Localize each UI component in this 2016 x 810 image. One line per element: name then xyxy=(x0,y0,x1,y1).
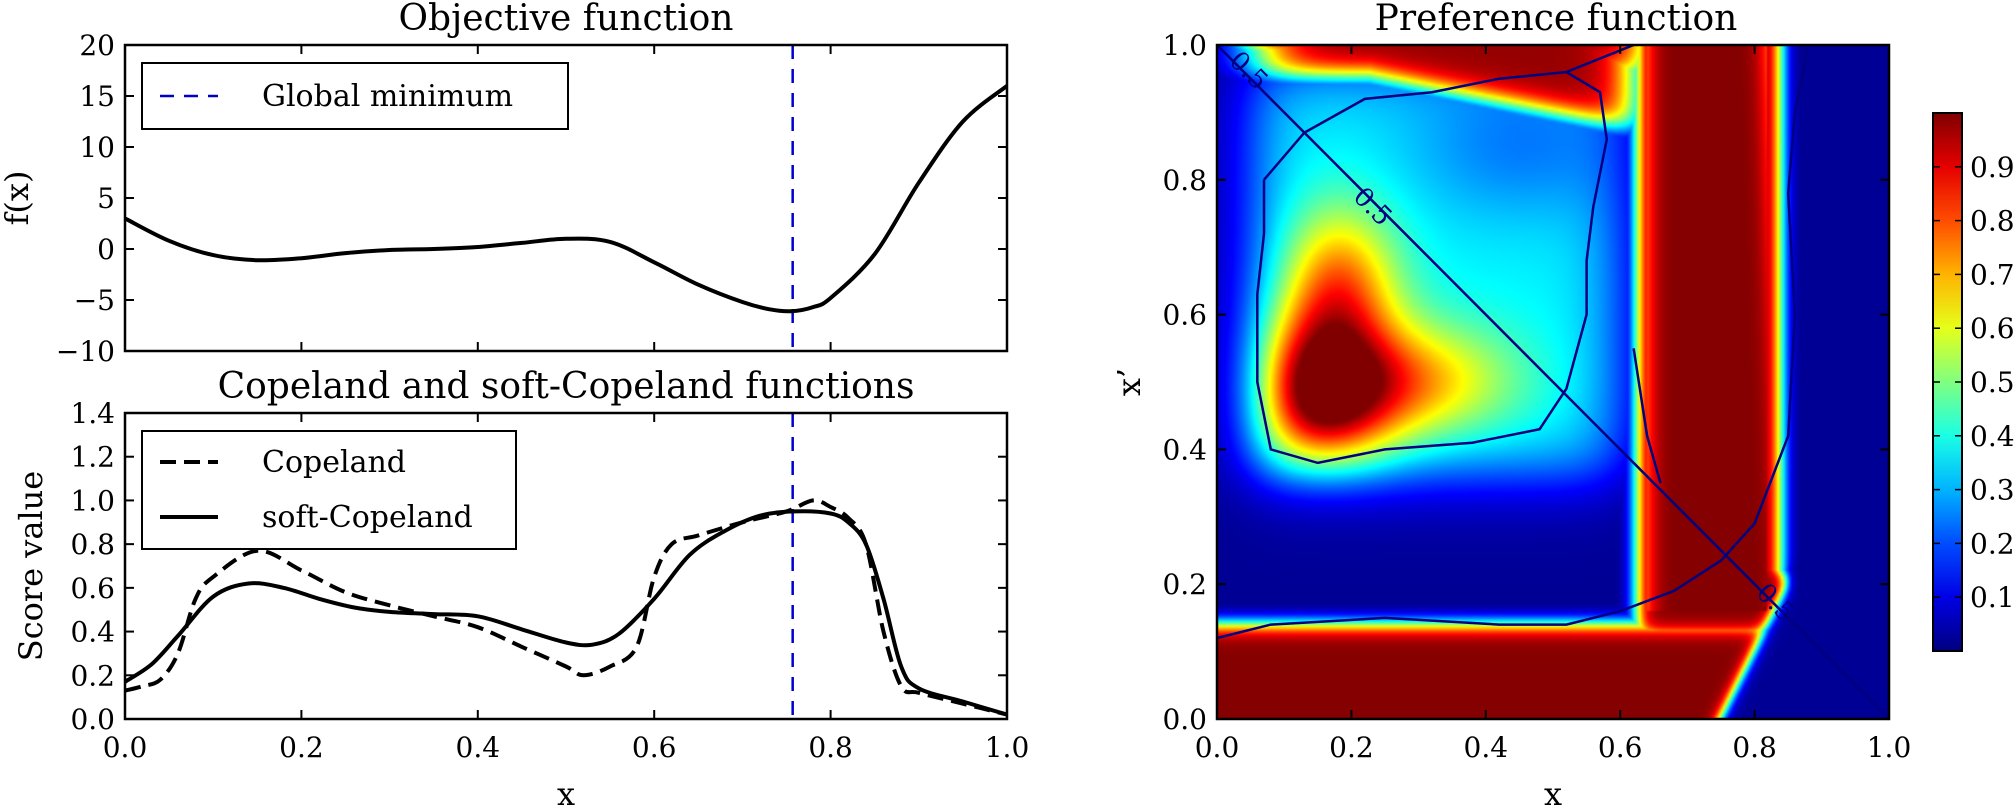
copeland-ylabel: Score value xyxy=(12,471,50,661)
preference-xtick-label: 0.0 xyxy=(1195,731,1240,764)
copeland-ytick-label: 0.8 xyxy=(70,528,115,561)
colorbar-tick-label: 0.5 xyxy=(1970,366,2015,399)
contour-top xyxy=(1565,45,1635,74)
contour-column-left xyxy=(1632,348,1662,484)
preference-xtick-label: 1.0 xyxy=(1867,731,1912,764)
preference-ytick-label: 0.2 xyxy=(1162,568,1207,601)
copeland-ytick-label: 1.2 xyxy=(70,441,115,474)
objective-ytick-label: 15 xyxy=(79,80,115,113)
objective-title: Objective function xyxy=(399,0,734,39)
colorbar-tick-label: 0.7 xyxy=(1970,258,2015,291)
copeland-ytick-label: 1.4 xyxy=(70,397,115,430)
copeland-ytick-label: 0.2 xyxy=(70,659,115,692)
preference-panel: Preference function 1.0 0.8 0.6 0.4 0.2 0.0 0… xyxy=(1110,0,2015,810)
objective-ytick-label: 5 xyxy=(97,182,115,215)
preference-ytick-label: 0.6 xyxy=(1162,299,1207,332)
objective-ytick-label: 10 xyxy=(79,131,115,164)
colorbar-tick-label: 0.1 xyxy=(1970,581,2015,614)
preference-ytick-label: 0.0 xyxy=(1162,703,1207,736)
objective-ytick-label: −10 xyxy=(56,335,115,368)
colorbar-tick-label: 0.8 xyxy=(1970,205,2015,238)
preference-xtick-label: 0.4 xyxy=(1464,731,1509,764)
objective-ytick-label: −5 xyxy=(74,284,115,317)
copeland-ytick-label: 0.4 xyxy=(70,616,115,649)
objective-ylabel: f(x) xyxy=(0,171,36,226)
preference-xtick-label: 0.2 xyxy=(1329,731,1374,764)
preference-ylabel: x’ xyxy=(1110,368,1148,396)
copeland-legend-box xyxy=(141,430,517,550)
legend-soft-copeland: soft-Copeland xyxy=(262,500,473,535)
colorbar-tick-label: 0.9 xyxy=(1970,151,2015,184)
copeland-curve xyxy=(125,498,1007,717)
contour-diagonal xyxy=(1217,45,1889,719)
copeland-xtick-label: 0.6 xyxy=(632,731,677,764)
colorbar: 0.9 0.8 0.7 0.6 0.5 0.4 0.3 0.2 0.1 xyxy=(1932,112,2015,652)
objective-curve xyxy=(125,84,1007,314)
copeland-ytick-label: 1.0 xyxy=(70,484,115,517)
objective-legend: Global minimum xyxy=(141,62,569,130)
preference-ytick-label: 1.0 xyxy=(1162,29,1207,62)
colorbar-tick-label: 0.4 xyxy=(1970,420,2015,453)
legend-global-minimum: Global minimum xyxy=(262,79,513,114)
objective-ytick-label: 0 xyxy=(97,233,115,266)
copeland-xtick-label: 0.2 xyxy=(279,731,324,764)
preference-ytick-label: 0.8 xyxy=(1162,164,1207,197)
copeland-xtick-label: 1.0 xyxy=(985,731,1030,764)
copeland-panel: Copeland and soft-Copeland functions 1.4… xyxy=(12,366,1030,810)
copeland-xlabel: x xyxy=(557,775,575,805)
colorbar-tick-label: 0.2 xyxy=(1970,527,2015,560)
preference-xtick-label: 0.8 xyxy=(1732,731,1777,764)
contour-bottom-right xyxy=(1217,45,1810,640)
colorbar-tick-label: 0.3 xyxy=(1970,474,2015,507)
copeland-xtick-label: 0.0 xyxy=(103,731,148,764)
preference-xtick-label: 0.6 xyxy=(1598,731,1643,764)
legend-copeland: Copeland xyxy=(262,445,406,480)
preference-title: Preference function xyxy=(1375,0,1738,39)
preference-xlabel: x xyxy=(1544,775,1562,805)
preference-plot-frame xyxy=(1215,43,1891,721)
copeland-legend: Copeland soft-Copeland xyxy=(141,430,517,550)
copeland-ytick-label: 0.0 xyxy=(70,703,115,736)
copeland-ytick-label: 0.6 xyxy=(70,572,115,605)
copeland-xtick-label: 0.8 xyxy=(808,731,853,764)
colorbar-tick-label: 0.6 xyxy=(1970,312,2015,345)
objective-panel: Objective function 20 15 10 5 0 −5 −10 f(x) Gl… xyxy=(0,0,1009,368)
contour-loop xyxy=(1256,70,1609,465)
copeland-xtick-label: 0.4 xyxy=(456,731,501,764)
objective-ytick-label: 20 xyxy=(79,29,115,62)
soft-copeland-curve xyxy=(125,509,1007,717)
copeland-title: Copeland and soft-Copeland functions xyxy=(218,366,915,407)
copeland-plot-frame xyxy=(123,411,1009,721)
preference-ytick-label: 0.4 xyxy=(1162,433,1207,466)
